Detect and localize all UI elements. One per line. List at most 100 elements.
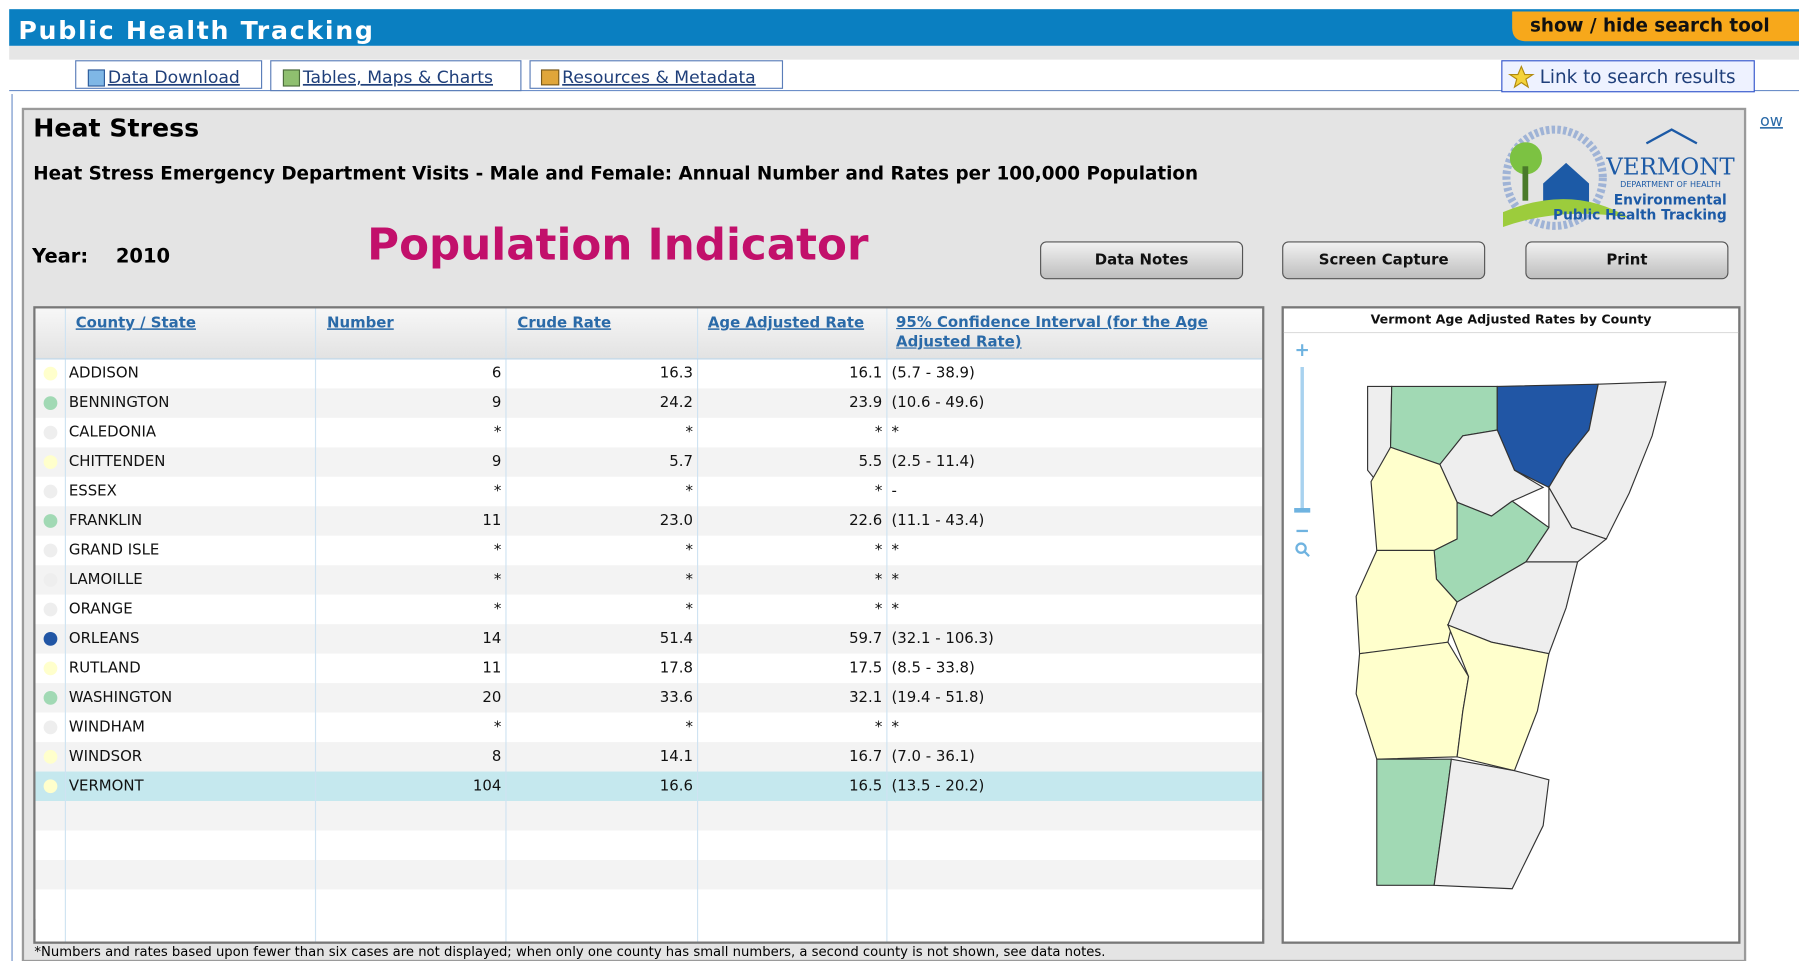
cell: * — [891, 570, 899, 588]
table-row — [35, 506, 1263, 536]
cell: ORANGE — [69, 599, 133, 617]
button-label[interactable]: Data Notes — [1095, 250, 1189, 268]
county-rutland[interactable] — [1355, 641, 1470, 760]
table-rows: ADDISON 6 16.3 16.1 (5.7 - 38.9) BENNINGTON 9 2… — [35, 358, 1263, 919]
logo-name: VERMONT — [1605, 155, 1735, 181]
vermont-map — [1355, 381, 1667, 890]
row-dot — [43, 455, 58, 469]
cell: * — [891, 423, 899, 441]
cell: 17.5 — [849, 658, 882, 676]
cell: * — [875, 541, 883, 559]
cell: * — [875, 717, 883, 735]
zoom-reset[interactable] — [1295, 542, 1307, 554]
cell: * — [494, 482, 502, 500]
table-row — [35, 358, 1263, 389]
cell: ADDISON — [69, 364, 139, 382]
column-header[interactable]: Crude Rate — [517, 313, 611, 331]
cell: 16.5 — [849, 776, 882, 794]
tab-label[interactable]: Data Download — [108, 68, 240, 88]
link-label[interactable]: Link to search results — [1540, 67, 1736, 88]
row-dot — [43, 661, 58, 676]
cell: 14.1 — [660, 747, 693, 765]
table-row — [35, 447, 1263, 477]
cell: 104 — [473, 776, 501, 794]
table-row — [35, 624, 1263, 654]
cell: 16.6 — [660, 776, 693, 794]
cell: * — [494, 599, 502, 617]
cell: 6 — [492, 364, 501, 382]
cell: 59.7 — [849, 629, 882, 647]
cell: 9 — [492, 393, 501, 411]
row-dot — [43, 602, 58, 617]
row-dot — [43, 484, 58, 499]
row-dot — [43, 720, 58, 735]
cell: 51.4 — [660, 629, 693, 647]
table-row — [35, 771, 1263, 802]
cell: 5.5 — [859, 452, 883, 470]
zoom-reset-handle — [1303, 550, 1310, 557]
tab-icon — [540, 69, 560, 86]
tab-icon — [87, 69, 105, 87]
column-header[interactable]: 95% Confidence Interval (for the Age Adj… — [896, 314, 1208, 351]
tab-label[interactable]: Tables, Maps & Charts — [302, 68, 493, 88]
table-row — [35, 476, 1263, 507]
column-header[interactable]: Number — [327, 313, 394, 331]
cell: WASHINGTON — [69, 688, 172, 706]
cell: * — [494, 541, 502, 559]
search-toggle-tab[interactable] — [1512, 11, 1799, 42]
edge-link[interactable]: ow — [1760, 111, 1783, 130]
cell: 11 — [482, 658, 501, 676]
column-header[interactable]: County / State — [76, 313, 196, 331]
cell: 23.9 — [849, 393, 882, 411]
button[interactable] — [1525, 241, 1729, 280]
site-title: Public Health Tracking — [18, 16, 374, 45]
cell: 16.3 — [660, 364, 693, 382]
footnote: *Numbers and rates based upon fewer than… — [34, 945, 1105, 960]
cell: 33.6 — [660, 688, 693, 706]
button-label[interactable]: Screen Capture — [1319, 250, 1449, 268]
table-header — [35, 308, 1263, 359]
cell: FRANKLIN — [69, 511, 142, 529]
row-dot — [43, 425, 58, 440]
panel-title: Heat Stress — [33, 114, 199, 143]
cell: CALEDONIA — [69, 423, 157, 441]
cell: * — [891, 717, 899, 735]
cell: ORLEANS — [69, 629, 140, 647]
button[interactable] — [1282, 241, 1486, 280]
button-label[interactable]: Print — [1606, 250, 1647, 268]
zoom-handle[interactable] — [1294, 508, 1311, 513]
cell: (2.5 - 11.4) — [891, 452, 974, 470]
tab[interactable] — [529, 60, 784, 89]
cell: * — [875, 570, 883, 588]
cell: * — [686, 570, 694, 588]
cell: 20 — [482, 688, 501, 706]
cell: * — [686, 482, 694, 500]
table-row — [35, 535, 1263, 566]
logo-roof — [1645, 128, 1698, 145]
zoom-control[interactable]: + — [1294, 340, 1311, 557]
tab-label[interactable]: Resources & Metadata — [562, 68, 756, 88]
column-header[interactable]: Age Adjusted Rate — [708, 313, 864, 331]
zoom-in[interactable]: + — [1295, 340, 1310, 361]
tab[interactable] — [270, 60, 522, 92]
tab-icon — [282, 69, 301, 87]
panel-subtitle: Heat Stress Emergency Department Visits … — [33, 163, 1198, 184]
row-dot — [43, 632, 58, 646]
cell: * — [494, 717, 502, 735]
year-label: Year: — [31, 244, 88, 267]
logo-tree — [1509, 142, 1542, 175]
table-row — [35, 594, 1263, 625]
button[interactable] — [1040, 241, 1244, 280]
cell: 16.1 — [849, 364, 882, 382]
link-button[interactable] — [1501, 60, 1755, 93]
county-windham[interactable] — [1433, 758, 1550, 890]
tab[interactable] — [75, 60, 263, 89]
cell: (19.4 - 51.8) — [891, 688, 984, 706]
cell: 8 — [492, 747, 501, 765]
search-toggle[interactable]: show / hide search tool — [1530, 15, 1770, 36]
cell: * — [494, 423, 502, 441]
logo-line: Environmental — [1614, 193, 1727, 209]
cell: (7.0 - 36.1) — [891, 747, 974, 765]
cell: WINDHAM — [69, 717, 145, 735]
